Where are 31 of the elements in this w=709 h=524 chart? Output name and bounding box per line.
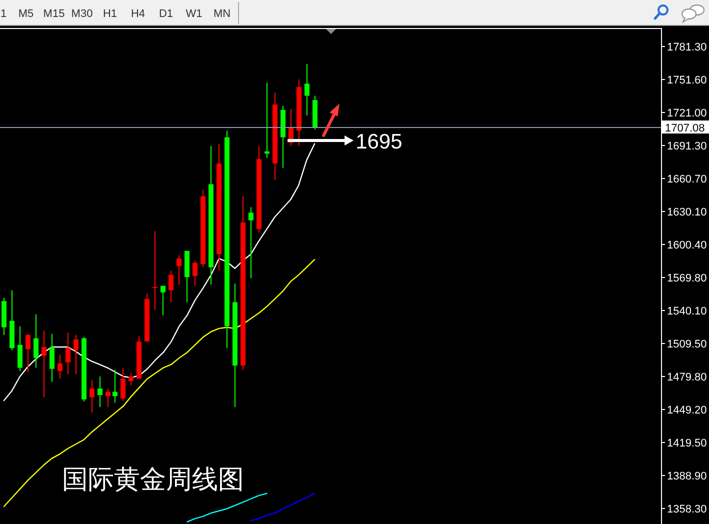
y-tick-label: 1419.50: [667, 438, 707, 450]
text: 1: [0, 8, 7, 20]
y-tick-label: 1660.70: [667, 174, 707, 186]
ref-line-label: 1707.08: [665, 122, 705, 134]
text: M15: [43, 8, 65, 20]
line-series: [3, 259, 316, 508]
y-tick-label: 1509.50: [667, 338, 707, 350]
line-series: [250, 492, 316, 522]
y-tick-label: 1388.90: [667, 470, 707, 482]
y-tick-label: 1751.60: [667, 74, 707, 86]
y-tick-label: 1569.80: [667, 272, 707, 284]
line-series: [3, 143, 316, 402]
annotation: 1695: [356, 130, 402, 154]
y-tick-label: 1721.00: [667, 108, 707, 120]
text: M30: [71, 8, 93, 20]
y-tick-label: 1630.10: [667, 206, 707, 218]
text: 国际黄金周线图: [62, 465, 244, 495]
text: H1: [102, 8, 118, 20]
y-tick-label: 1449.20: [667, 404, 707, 416]
text: W1: [186, 8, 202, 20]
text: H4: [130, 8, 146, 20]
text: M5: [18, 8, 34, 20]
text: MN: [213, 8, 231, 20]
y-tick-label: 1600.40: [667, 240, 707, 252]
text: D1: [158, 8, 174, 20]
y-tick-label: 1540.10: [667, 306, 707, 318]
y-tick-label: 1479.80: [667, 372, 707, 384]
y-tick-label: 1691.30: [667, 140, 707, 152]
line-series: [186, 492, 268, 522]
y-tick-label: 1781.30: [667, 42, 707, 54]
y-tick-label: 1358.30: [667, 504, 707, 516]
